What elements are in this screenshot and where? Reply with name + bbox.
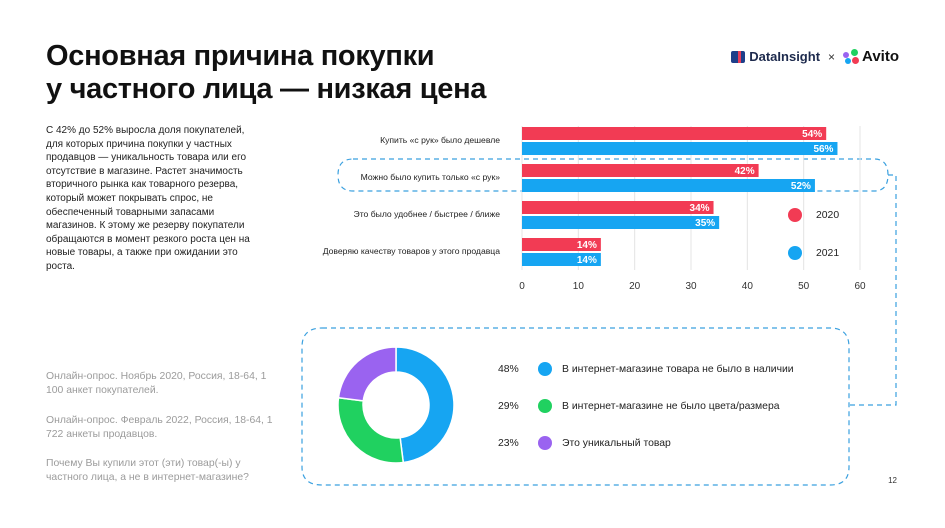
donut-dot-1 <box>538 362 552 376</box>
category-label-2: Можно было купить только «с рук» <box>360 172 500 182</box>
avito-icon <box>843 48 860 65</box>
donut-pct-1: 48% <box>498 363 519 375</box>
legend-label-2021: 2021 <box>816 247 840 259</box>
logos: DataInsight × Avito <box>731 48 899 65</box>
legend-2020: 2020 <box>788 208 839 222</box>
donut-slice-2 <box>337 396 405 464</box>
bar-2021-2 <box>522 179 815 192</box>
category-label-1: Купить «с рук» было дешевле <box>380 135 500 145</box>
bar-value-label: 14% <box>577 255 597 266</box>
bar-2021-3 <box>522 216 720 229</box>
logo-separator: × <box>828 49 836 64</box>
bar-2020-3 <box>522 201 714 214</box>
donut-slice-1 <box>395 346 455 464</box>
datainsight-icon <box>731 50 746 63</box>
avito-label: Avito <box>862 48 899 65</box>
donut-legend-row-2: 29% В интернет-магазине не было цвета/ра… <box>498 399 780 413</box>
title-line-2: у частного лица — низкая цена <box>46 73 487 105</box>
title-line-1: Основная причина покупки <box>46 40 435 72</box>
legend-dot-2021 <box>788 246 802 260</box>
x-tick-label: 50 <box>798 281 810 292</box>
bar-value-label: 42% <box>735 166 755 177</box>
donut-label-3: Это уникальный товар <box>562 437 671 449</box>
highlight-frame <box>337 158 889 192</box>
bar-2020-1 <box>522 127 827 140</box>
donut-pct-2: 29% <box>498 400 519 412</box>
datainsight-logo: DataInsight <box>731 49 820 64</box>
category-label-3: Это было удобнее / быстрее / ближе <box>353 209 500 219</box>
connector-line <box>849 174 897 406</box>
donut-label-2: В интернет-магазине не было цвета/размер… <box>562 400 780 412</box>
donut-label-1: В интернет-магазине товара не было в нал… <box>562 363 794 375</box>
bar-value-label: 54% <box>802 129 822 140</box>
donut-dot-3 <box>538 436 552 450</box>
survey-note-2022: Онлайн-опрос. Февраль 2022, Россия, 18-6… <box>46 415 273 440</box>
bar-2020-4 <box>522 238 601 251</box>
legend-dot-2020 <box>788 208 802 222</box>
page-number: 12 <box>888 476 897 485</box>
x-tick-label: 10 <box>573 281 585 292</box>
x-tick-label: 30 <box>685 281 697 292</box>
x-tick-label: 20 <box>629 281 641 292</box>
page-title: Основная причина покупки у частного лица… <box>46 40 486 106</box>
donut-dot-2 <box>538 399 552 413</box>
donut-chart <box>337 346 455 464</box>
survey-note-2020: Онлайн-опрос. Ноябрь 2020, Россия, 18-64… <box>46 371 267 396</box>
datainsight-label: DataInsight <box>749 49 821 64</box>
x-axis-ticks: 0 10 20 30 40 50 60 <box>519 281 866 292</box>
legend-2021: 2021 <box>788 246 839 260</box>
bar-2021-1 <box>522 142 838 155</box>
donut-panel-frame <box>301 327 850 486</box>
bar-2020-2 <box>522 164 759 177</box>
description-paragraph: С 42% до 52% выросла доля покупателей, д… <box>46 125 250 272</box>
category-label-4: Доверяю качеству товаров у этого продавц… <box>322 246 500 256</box>
bar-value-label: 52% <box>791 181 811 192</box>
bar-2021-4 <box>522 253 601 266</box>
legend-label-2020: 2020 <box>816 209 840 221</box>
survey-question: Почему Вы купили этот (эти) товар(-ы) у … <box>46 458 249 483</box>
bar-marks: 54% 56% 42% 52% 34% 35% 14% 14% <box>522 127 838 266</box>
bar-value-label: 56% <box>813 144 833 155</box>
x-tick-label: 40 <box>742 281 754 292</box>
donut-legend-row-1: 48% В интернет-магазине товара не было в… <box>498 362 794 376</box>
bar-value-label: 14% <box>577 240 597 251</box>
bar-value-label: 34% <box>690 203 710 214</box>
donut-legend-row-3: 23% Это уникальный товар <box>498 436 671 450</box>
donut-slice-3 <box>337 346 397 402</box>
avito-logo: Avito <box>843 48 899 65</box>
x-tick-label: 0 <box>519 281 525 292</box>
x-tick-label: 60 <box>854 281 866 292</box>
donut-pct-3: 23% <box>498 437 519 449</box>
bar-value-label: 35% <box>695 218 715 229</box>
